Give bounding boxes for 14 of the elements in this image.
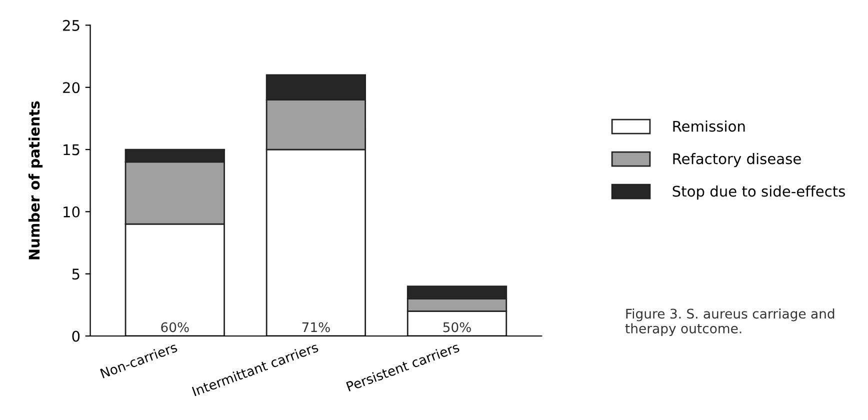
annotation: 71% [302,322,330,332]
annotation: 50% [443,322,471,332]
y-tick-label: 0 [72,330,80,342]
annotation: 60% [161,322,189,332]
y-tick-label: 5 [72,268,80,280]
y-tick-label: 15 [64,144,80,156]
legend-label: Remission [673,120,745,132]
y-axis-title: Number of patients [28,101,43,260]
legend-label: Refactory disease [673,152,801,168]
y-tick-label: 25 [63,20,80,31]
y-tick-label: 10 [64,206,80,218]
caption: Figure 3. S. aureus carriage and therapy outcome. [625,308,834,336]
y-tick-label: 20 [63,82,80,94]
legend-label: Stop due to side-effects [672,185,845,200]
